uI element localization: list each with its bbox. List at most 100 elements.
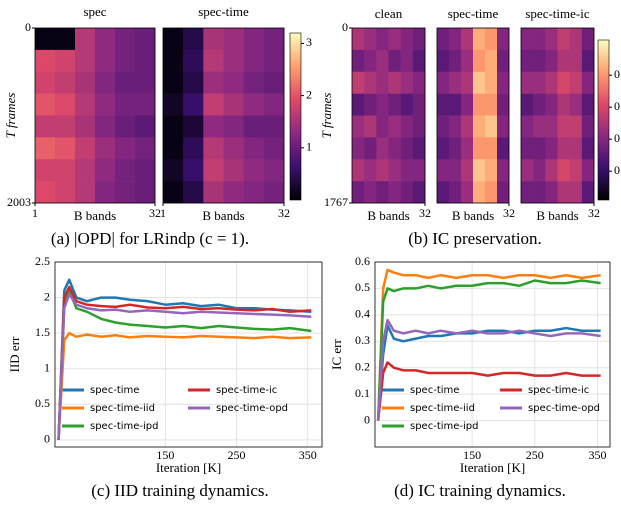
heat-cell [376,115,389,138]
heat-cell [557,181,570,204]
x-axis-label: B bands [536,208,578,223]
y-axis-label: T frames [319,93,334,139]
heat-cell [35,28,56,51]
heat-cell [485,159,498,182]
heat-cell [263,28,285,51]
heat-cell [223,28,244,51]
heat-cell [545,93,558,116]
heat-cell [263,137,285,160]
heat-cell [437,159,450,182]
heat-cell [461,71,474,94]
heat-cell [412,115,426,138]
heat-cell [581,159,595,182]
panel-title: clean [375,6,403,21]
heat-cell [437,181,450,204]
caption: (d) IC training dynamics. [394,481,566,500]
y-tick-label: 0 [364,412,370,426]
heat-cell [485,71,498,94]
x-axis-label: Iteration [K] [156,460,221,475]
heat-cell [352,28,365,51]
heat-cell [115,159,136,182]
heat-cell [163,115,184,138]
heat-cell [75,159,96,182]
heat-cell [35,159,56,182]
heat-cell [545,159,558,182]
panel-frame [520,27,595,204]
heat-cell [163,28,184,51]
heat-cell [135,93,156,116]
heat-cell [115,28,136,51]
x-axis-label: B bands [452,208,494,223]
x-tick-label: 32 [278,206,290,220]
heat-cell [243,181,265,204]
heat-cell [135,181,156,204]
heat-cell [400,28,414,51]
heat-cell [581,28,595,51]
heat-cell [521,93,534,116]
caption: (a) |OPD| for LRindp (c = 1). [51,229,249,248]
heat-cell [203,159,224,182]
heat-cell [473,115,486,138]
heat-cell [376,181,389,204]
heat-cell [364,137,377,160]
heat-cell [569,28,583,51]
series-line [376,318,601,421]
y-tick-label: 0.4 [355,307,370,321]
heat-cell [400,181,414,204]
series-line [57,331,312,440]
y-tick-label: 1 [44,360,50,374]
heat-cell [412,159,426,182]
y-tick-label: 0 [342,20,348,34]
heat-cell [115,181,136,204]
heat-cell [388,159,401,182]
heat-cell [388,49,401,73]
heat-cell [263,115,285,138]
heat-cell [364,93,377,116]
heat-cell [55,93,76,116]
heat-cell [473,49,486,73]
panel-frame [34,27,156,204]
y-tick-label: 1767 [324,195,348,209]
heat-cell [569,49,583,73]
series-line [57,278,312,440]
heat-cell [400,159,414,182]
heat-cell [521,115,534,138]
heat-cell [183,93,204,116]
heat-cell [412,137,426,160]
heat-cell [223,71,244,94]
heat-cell [243,71,265,94]
heat-cell [497,115,510,138]
heat-cell [557,28,570,51]
heat-cell [55,181,76,204]
heat-cell [449,28,462,51]
heat-cell [388,137,401,160]
heat-cell [461,49,474,73]
heat-cell [449,49,462,73]
x-axis-label: B bands [202,208,244,223]
heat-cell [135,71,156,94]
heat-cell [243,137,265,160]
legend-label: spec-time-ic [216,385,277,396]
panel-frame [162,27,285,204]
series-line [376,268,601,421]
heat-cell [135,137,156,160]
heat-cell [115,49,136,73]
heat-cell [163,181,184,204]
heat-cell [203,71,224,94]
heat-cell [533,181,546,204]
x-tick-label: 350 [299,448,317,462]
heat-cell [263,159,285,182]
x-tick-label: 32 [588,206,600,220]
heat-cell [412,71,426,94]
heat-cell [263,181,285,204]
heat-cell [263,49,285,73]
heat-cell [400,93,414,116]
heat-cell [35,71,56,94]
heat-cell [263,71,285,94]
heat-cell [95,93,116,116]
legend-label: spec-time-opd [528,403,600,414]
heat-cell [115,115,136,138]
y-tick-label: 2 [44,289,50,303]
heat-cell [163,159,184,182]
heat-cell [95,71,116,94]
